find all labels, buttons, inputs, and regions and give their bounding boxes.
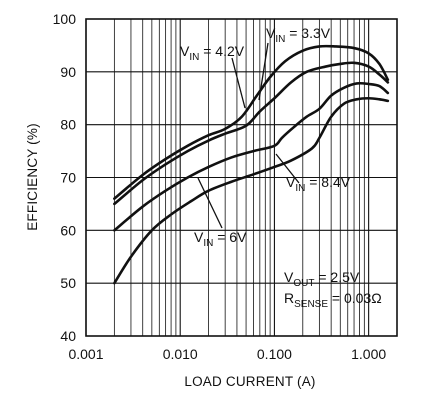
x-tick-label: 1.000 bbox=[351, 346, 386, 362]
annotation-pointers bbox=[197, 42, 300, 229]
label-vout: VOUT = 2.5V bbox=[284, 269, 360, 289]
series-line-1 bbox=[113, 61, 390, 206]
x-tick-labels: 0.001 0.010 0.100 1.000 bbox=[68, 346, 386, 362]
series-line-3 bbox=[113, 96, 390, 285]
pointer-vin-33 bbox=[258, 42, 269, 101]
label-vin-33: VIN = 3.3V bbox=[266, 25, 331, 45]
y-tick-label: 80 bbox=[60, 117, 76, 133]
y-tick-label: 60 bbox=[60, 222, 76, 238]
series-line-2 bbox=[113, 81, 390, 232]
label-vin-42: VIN = 4.2V bbox=[180, 43, 245, 63]
plot-frame bbox=[85, 18, 398, 337]
x-tick-label: 0.010 bbox=[163, 346, 198, 362]
y-tick-label: 40 bbox=[60, 328, 76, 344]
pointer-vin-84 bbox=[275, 153, 300, 184]
pointer-vin-6 bbox=[197, 177, 223, 229]
y-tick-label: 70 bbox=[60, 170, 76, 186]
x-tick-label: 0.100 bbox=[257, 346, 292, 362]
curves bbox=[113, 44, 390, 285]
label-vin-84: VIN = 8.4V bbox=[286, 174, 351, 194]
series-line-0 bbox=[113, 44, 390, 200]
label-rsense: RSENSE = 0.03Ω bbox=[284, 290, 382, 310]
x-axis-title: LOAD CURRENT (A) bbox=[184, 374, 315, 389]
y-axis-title: EFFICIENCY (%) bbox=[25, 123, 40, 231]
x-tick-label: 0.001 bbox=[68, 346, 103, 362]
pointer-vin-42 bbox=[231, 57, 246, 109]
y-tick-label: 50 bbox=[60, 275, 76, 291]
y-tick-label: 90 bbox=[60, 64, 76, 80]
label-vin-6: VIN = 6V bbox=[194, 229, 247, 249]
y-tick-label: 100 bbox=[53, 11, 77, 27]
y-tick-labels: 40 50 60 70 80 90 100 bbox=[53, 11, 77, 344]
